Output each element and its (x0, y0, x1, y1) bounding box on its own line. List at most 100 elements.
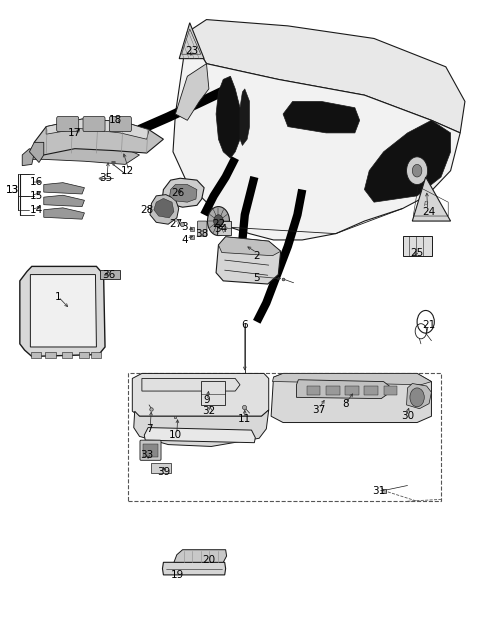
Bar (128, 374, 441, 501)
Polygon shape (34, 119, 163, 155)
Text: 34: 34 (214, 223, 228, 233)
FancyBboxPatch shape (140, 440, 161, 460)
Text: 12: 12 (121, 166, 134, 175)
Text: 18: 18 (109, 115, 122, 126)
Bar (403, 235, 432, 256)
Polygon shape (173, 32, 460, 240)
Text: 2: 2 (253, 251, 260, 261)
Bar (201, 381, 225, 405)
Polygon shape (162, 178, 204, 207)
Polygon shape (150, 194, 179, 224)
Polygon shape (27, 143, 140, 165)
Text: 14: 14 (30, 204, 43, 215)
Circle shape (214, 215, 223, 227)
Polygon shape (30, 274, 96, 347)
Text: 6: 6 (241, 320, 248, 330)
Polygon shape (179, 23, 204, 59)
Polygon shape (174, 550, 227, 562)
Text: 27: 27 (169, 219, 182, 229)
Text: 23: 23 (185, 46, 199, 56)
Bar (326, 386, 339, 396)
Text: 22: 22 (212, 219, 225, 229)
Circle shape (410, 388, 424, 407)
Text: 28: 28 (140, 204, 153, 215)
Polygon shape (44, 182, 84, 194)
Text: 10: 10 (169, 430, 182, 440)
Text: 37: 37 (312, 405, 325, 415)
Polygon shape (273, 374, 432, 385)
Text: 19: 19 (171, 570, 184, 580)
Text: 31: 31 (372, 485, 385, 495)
Text: 17: 17 (68, 128, 82, 138)
Text: 3: 3 (181, 222, 188, 232)
Polygon shape (175, 64, 209, 121)
Text: 21: 21 (422, 320, 436, 330)
Polygon shape (271, 374, 432, 423)
Polygon shape (154, 198, 174, 218)
Text: 32: 32 (202, 406, 216, 416)
Text: 35: 35 (99, 174, 113, 183)
FancyBboxPatch shape (57, 117, 79, 132)
FancyBboxPatch shape (109, 117, 132, 132)
Text: 38: 38 (195, 228, 208, 239)
Polygon shape (144, 428, 255, 443)
Bar (307, 386, 321, 396)
Bar (91, 352, 101, 358)
Text: p: p (423, 201, 428, 206)
Bar (364, 386, 378, 396)
Text: 26: 26 (171, 188, 184, 198)
Text: 8: 8 (342, 399, 348, 409)
Polygon shape (162, 562, 226, 575)
Polygon shape (132, 374, 269, 416)
Circle shape (407, 157, 428, 184)
Text: 11: 11 (238, 415, 252, 425)
Polygon shape (20, 266, 105, 357)
Text: 39: 39 (157, 467, 170, 476)
Text: 1: 1 (55, 292, 61, 302)
Text: 13: 13 (6, 185, 19, 194)
Polygon shape (407, 384, 432, 409)
Polygon shape (187, 20, 465, 133)
Text: 15: 15 (30, 191, 43, 201)
FancyBboxPatch shape (197, 221, 207, 236)
Bar (152, 463, 170, 473)
Bar (79, 352, 89, 358)
Text: 7: 7 (146, 424, 152, 434)
Text: 36: 36 (102, 269, 115, 280)
Text: 30: 30 (401, 411, 414, 422)
Polygon shape (44, 195, 84, 206)
Polygon shape (29, 143, 44, 163)
Text: 5: 5 (253, 273, 260, 283)
Text: 13: 13 (6, 185, 19, 194)
Circle shape (412, 165, 422, 177)
Text: 33: 33 (140, 451, 153, 460)
Polygon shape (216, 76, 240, 158)
Polygon shape (134, 410, 269, 447)
Text: 20: 20 (203, 555, 216, 565)
Polygon shape (44, 208, 84, 219)
Bar (100, 270, 120, 279)
Polygon shape (216, 237, 281, 284)
Polygon shape (169, 184, 197, 202)
Circle shape (207, 206, 229, 235)
FancyBboxPatch shape (83, 117, 105, 132)
Text: 16: 16 (30, 177, 43, 187)
Bar (45, 352, 56, 358)
Bar (31, 352, 41, 358)
Bar (384, 386, 397, 396)
Polygon shape (412, 177, 451, 221)
Text: 9: 9 (203, 396, 210, 406)
Polygon shape (46, 119, 149, 139)
Polygon shape (22, 149, 34, 166)
Text: 24: 24 (422, 206, 436, 216)
FancyBboxPatch shape (217, 221, 231, 235)
Bar (62, 352, 72, 358)
Text: 4: 4 (181, 235, 188, 245)
Polygon shape (218, 237, 281, 256)
Text: 25: 25 (410, 247, 424, 257)
Polygon shape (283, 102, 360, 133)
Bar (345, 386, 359, 396)
Polygon shape (240, 89, 250, 146)
Bar (144, 444, 157, 457)
Polygon shape (297, 380, 389, 399)
